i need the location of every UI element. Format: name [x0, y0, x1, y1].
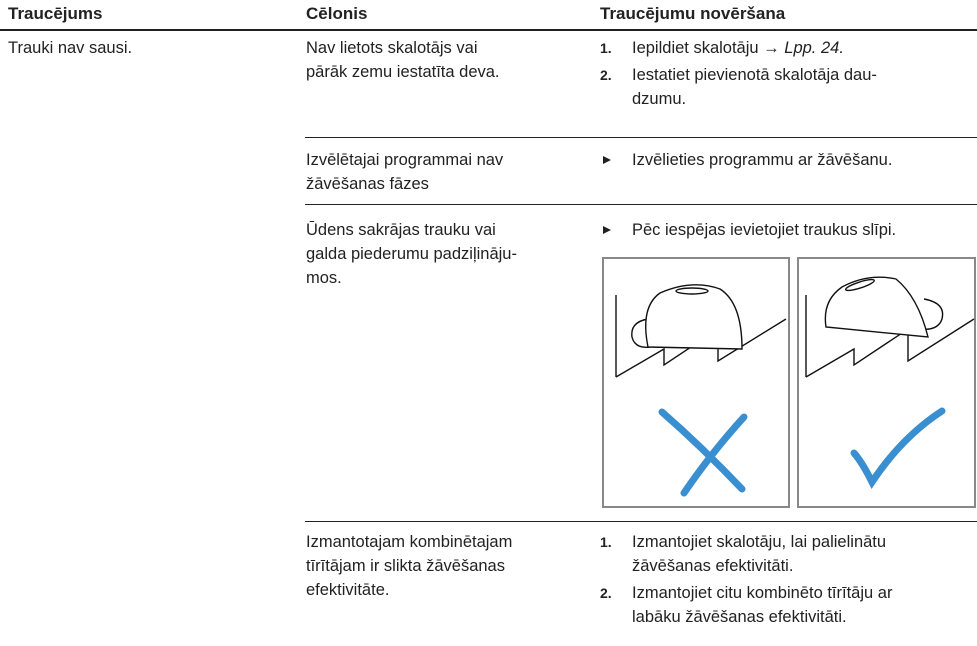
remedy-line: Izvēlieties programmu ar žāvēšanu.	[632, 148, 892, 172]
remedy-text: labāku žāvēšanas efektivitāti.	[632, 608, 847, 626]
cause-line: tīrītājam ir slikta žāvēšanas	[306, 557, 505, 575]
cause-line: galda piederumu padziļināju-	[306, 245, 517, 263]
remedy-line: žāvēšanas efektivitāti.	[632, 554, 793, 578]
header-cell: Traucējums	[8, 4, 103, 23]
remedy-line: Iestatiet pievienotā skalotāja dau-	[632, 63, 877, 87]
header-cell: Traucējumu novēršana	[600, 4, 786, 23]
bullet	[603, 155, 611, 164]
cause-line: Izmantotajam kombinētajam	[306, 533, 513, 551]
step-number: 2.	[600, 585, 612, 601]
step-number: 1.	[600, 40, 612, 56]
cause-line: efektivitāte.	[306, 581, 390, 599]
header-cell: Cēlonis	[306, 4, 368, 23]
illustration	[602, 257, 976, 508]
cause-line: Ūdens sakrājas trauku vai	[306, 221, 496, 239]
bullet	[603, 225, 611, 234]
remedy-text: Izmantojiet skalotāju, lai palielinātu	[632, 533, 887, 551]
remedy-line: labāku žāvēšanas efektivitāti.	[632, 605, 847, 629]
remedy-text: Pēc iespējas ievietojiet traukus slīpi.	[632, 221, 897, 239]
remedy-line: Iepildiet skalotāju → Lpp. 24.	[632, 36, 844, 60]
remedy-text: Iestatiet pievienotā skalotāja dau-	[632, 66, 877, 84]
remedy-text: dzumu.	[632, 90, 687, 108]
remedy-line: Pēc iespējas ievietojiet traukus slīpi.	[632, 218, 896, 242]
cause-line: žāvēšanas fāzes	[306, 175, 429, 193]
header-rule	[0, 29, 977, 31]
cause-line: pārāk zemu iestatīta deva.	[306, 63, 500, 81]
step-number: 1.	[600, 534, 612, 550]
row-rule	[305, 137, 977, 138]
cause-line: mos.	[306, 269, 342, 287]
row-rule	[305, 204, 977, 205]
remedy-text: Izvēlieties programmu ar žāvēšanu.	[632, 151, 893, 169]
remedy-line: Izmantojiet skalotāju, lai palielinātu	[632, 530, 886, 554]
remedy-line: dzumu.	[632, 87, 686, 111]
page-link: Lpp. 24.	[784, 39, 844, 57]
remedy-line: Izmantojiet citu kombinēto tīrītāju ar	[632, 581, 892, 605]
row-rule	[305, 521, 977, 522]
problem: Trauki nav sausi.	[8, 39, 133, 57]
remedy-text: Izmantojiet citu kombinēto tīrītāju ar	[632, 584, 893, 602]
remedy-text: žāvēšanas efektivitāti.	[632, 557, 794, 575]
step-number: 2.	[600, 67, 612, 83]
remedy-text: Iepildiet skalotāju →	[632, 39, 780, 57]
cause-line: Izvēlētajai programmai nav	[306, 151, 504, 169]
cause-line: Nav lietots skalotājs vai	[306, 39, 478, 57]
